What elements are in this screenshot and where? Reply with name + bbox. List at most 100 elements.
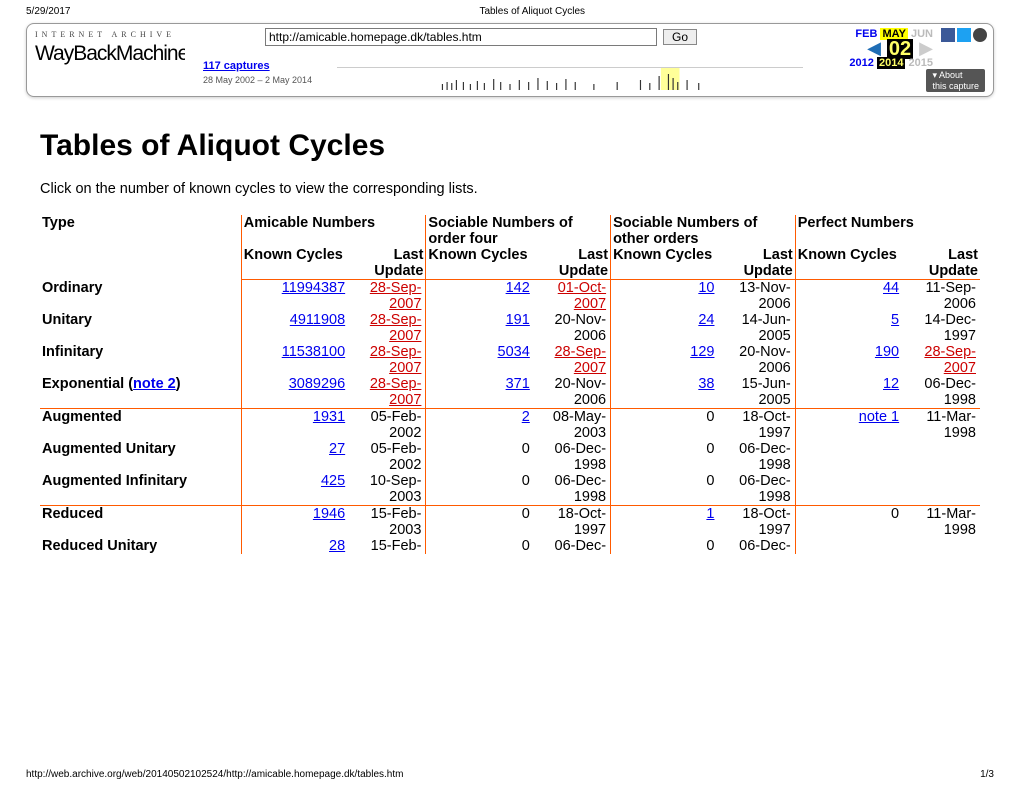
row-type: Augmented Unitary <box>40 441 241 473</box>
cell-lu: 06-Dec- <box>534 538 611 554</box>
soc-other-kc[interactable]: 129 <box>690 344 714 360</box>
sparkline[interactable] <box>337 67 803 90</box>
soc-other-lu: 06-Dec-1998 <box>720 473 792 505</box>
row-type: Reduced Unitary <box>40 538 241 554</box>
soc-other-kc[interactable]: 38 <box>698 376 714 392</box>
soc4-kc: 0 <box>428 441 531 457</box>
close-icon[interactable] <box>973 28 987 42</box>
soc-other-kc[interactable]: 1 <box>706 506 714 522</box>
soc4-kc[interactable]: 5034 <box>498 344 530 360</box>
amicable-lu[interactable]: 28-Sep-2007 <box>351 312 423 344</box>
cell-kc: 0 <box>795 506 903 539</box>
row-type: Infinitary <box>40 344 241 376</box>
amicable-kc[interactable]: 27 <box>329 441 345 457</box>
amicable-lu[interactable]: 28-Sep-2007 <box>351 280 423 312</box>
soc4-kc[interactable]: 191 <box>506 312 530 328</box>
amicable-kc[interactable]: 425 <box>321 473 345 489</box>
amicable-lu[interactable]: 28-Sep-2007 <box>351 376 423 408</box>
amicable-lu: 05-Feb-2002 <box>351 409 423 441</box>
soc4-kc[interactable]: 2 <box>522 409 530 425</box>
amicable-lu: 15-Feb- <box>351 538 423 554</box>
soc-other-lu: 18-Oct-1997 <box>720 506 792 538</box>
cell-kc: 3089296 <box>241 376 349 409</box>
sub-kc: Known Cycles <box>426 247 534 280</box>
print-header: 5/29/2017 Tables of Aliquot Cycles <box>0 0 1020 19</box>
snapshot-day: 02 <box>887 39 913 59</box>
cell-lu: 11-Sep-2006 <box>903 280 980 313</box>
cell-lu: 15-Feb- <box>349 538 426 554</box>
soc-other-kc[interactable]: 10 <box>698 280 714 296</box>
soc-other-kc[interactable]: 24 <box>698 312 714 328</box>
cell-lu: 10-Sep-2003 <box>349 473 426 506</box>
cell-lu: 06-Dec-1998 <box>903 376 980 409</box>
perfect-kc[interactable]: 5 <box>891 312 899 328</box>
soc4-lu[interactable]: 28-Sep-2007 <box>536 344 608 376</box>
captures-link[interactable]: 117 captures <box>203 60 270 72</box>
cell-lu: 28-Sep-2007 <box>349 312 426 344</box>
wayback-logo[interactable]: INTERNET ARCHIVE WayBackMachine <box>35 30 185 65</box>
soc-other-lu: 14-Jun-2005 <box>720 312 792 344</box>
cell-lu: 06-Dec- <box>718 538 795 554</box>
perfect-lu: 11-Sep-2006 <box>905 280 978 312</box>
sub-lu: Last Update <box>903 247 980 280</box>
soc4-kc[interactable]: 142 <box>506 280 530 296</box>
note-2-link[interactable]: note 2 <box>133 376 176 392</box>
cell-lu: 20-Nov-2006 <box>534 376 611 409</box>
soc4-lu: 20-Nov-2006 <box>536 312 608 344</box>
wayback-machine-wordmark: WayBackMachine <box>35 41 185 65</box>
cell-kc: 371 <box>426 376 534 409</box>
cell-kc <box>795 441 903 473</box>
page-title: Tables of Aliquot Cycles <box>40 129 980 163</box>
amicable-kc[interactable]: 11994387 <box>282 280 345 296</box>
cell-lu: 06-Dec-1998 <box>718 441 795 473</box>
cell-kc: 2 <box>426 409 534 442</box>
cell-kc: 44 <box>795 280 903 313</box>
perfect-kc[interactable]: 12 <box>883 376 899 392</box>
soc-other-lu: 15-Jun-2005 <box>720 376 792 408</box>
wayback-go-button[interactable]: Go <box>663 29 697 45</box>
amicable-lu: 05-Feb-2002 <box>351 441 423 473</box>
cell-lu <box>903 473 980 506</box>
colgroup-perfect: Perfect Numbers <box>795 215 980 247</box>
perfect-kc[interactable]: 44 <box>883 280 899 296</box>
amicable-kc[interactable]: 11538100 <box>282 344 345 360</box>
wayback-url-input[interactable] <box>265 28 657 46</box>
cell-kc: 5 <box>795 312 903 344</box>
amicable-kc[interactable]: 28 <box>329 538 345 554</box>
cell-lu: 14-Jun-2005 <box>718 312 795 344</box>
cell-lu: 01-Oct-2007 <box>534 280 611 313</box>
year-prev[interactable]: 2012 <box>849 57 873 69</box>
soc-other-lu: 06-Dec- <box>720 538 792 554</box>
perfect-lu[interactable]: 28-Sep-2007 <box>905 344 978 376</box>
soc4-lu: 18-Oct-1997 <box>536 506 608 538</box>
cell-kc: 0 <box>611 409 719 442</box>
cell-kc <box>795 473 903 506</box>
cell-lu: 11-Mar-1998 <box>903 409 980 442</box>
note-1-link[interactable]: note 1 <box>859 409 899 425</box>
amicable-kc[interactable]: 4911908 <box>290 312 345 328</box>
facebook-icon[interactable] <box>941 28 955 42</box>
cell-kc: 4911908 <box>241 312 349 344</box>
footer-page: 1/3 <box>980 769 994 780</box>
amicable-kc[interactable]: 3089296 <box>289 376 345 392</box>
cell-kc: 191 <box>426 312 534 344</box>
soc4-kc[interactable]: 371 <box>506 376 530 392</box>
perfect-lu: 14-Dec-1997 <box>905 312 978 344</box>
cell-kc: 10 <box>611 280 719 313</box>
intro-text: Click on the number of known cycles to v… <box>40 181 980 197</box>
amicable-kc[interactable]: 1946 <box>313 506 345 522</box>
cell-lu: 28-Sep-2007 <box>349 280 426 313</box>
cell-lu: 06-Dec-1998 <box>534 441 611 473</box>
row-type: Unitary <box>40 312 241 344</box>
soc4-lu[interactable]: 01-Oct-2007 <box>536 280 608 312</box>
perfect-kc[interactable]: 190 <box>875 344 899 360</box>
prev-arrow-icon[interactable]: ◀ <box>867 38 881 59</box>
amicable-lu[interactable]: 28-Sep-2007 <box>351 344 423 376</box>
twitter-icon[interactable] <box>957 28 971 42</box>
cell-lu: 05-Feb-2002 <box>349 441 426 473</box>
about-capture[interactable]: ▾ Aboutthis capture <box>926 69 985 92</box>
cell-lu: 08-May-2003 <box>534 409 611 442</box>
amicable-kc[interactable]: 1931 <box>313 409 345 425</box>
svg-text:WayBackMachine: WayBackMachine <box>35 42 185 65</box>
cell-lu: 05-Feb-2002 <box>349 409 426 442</box>
